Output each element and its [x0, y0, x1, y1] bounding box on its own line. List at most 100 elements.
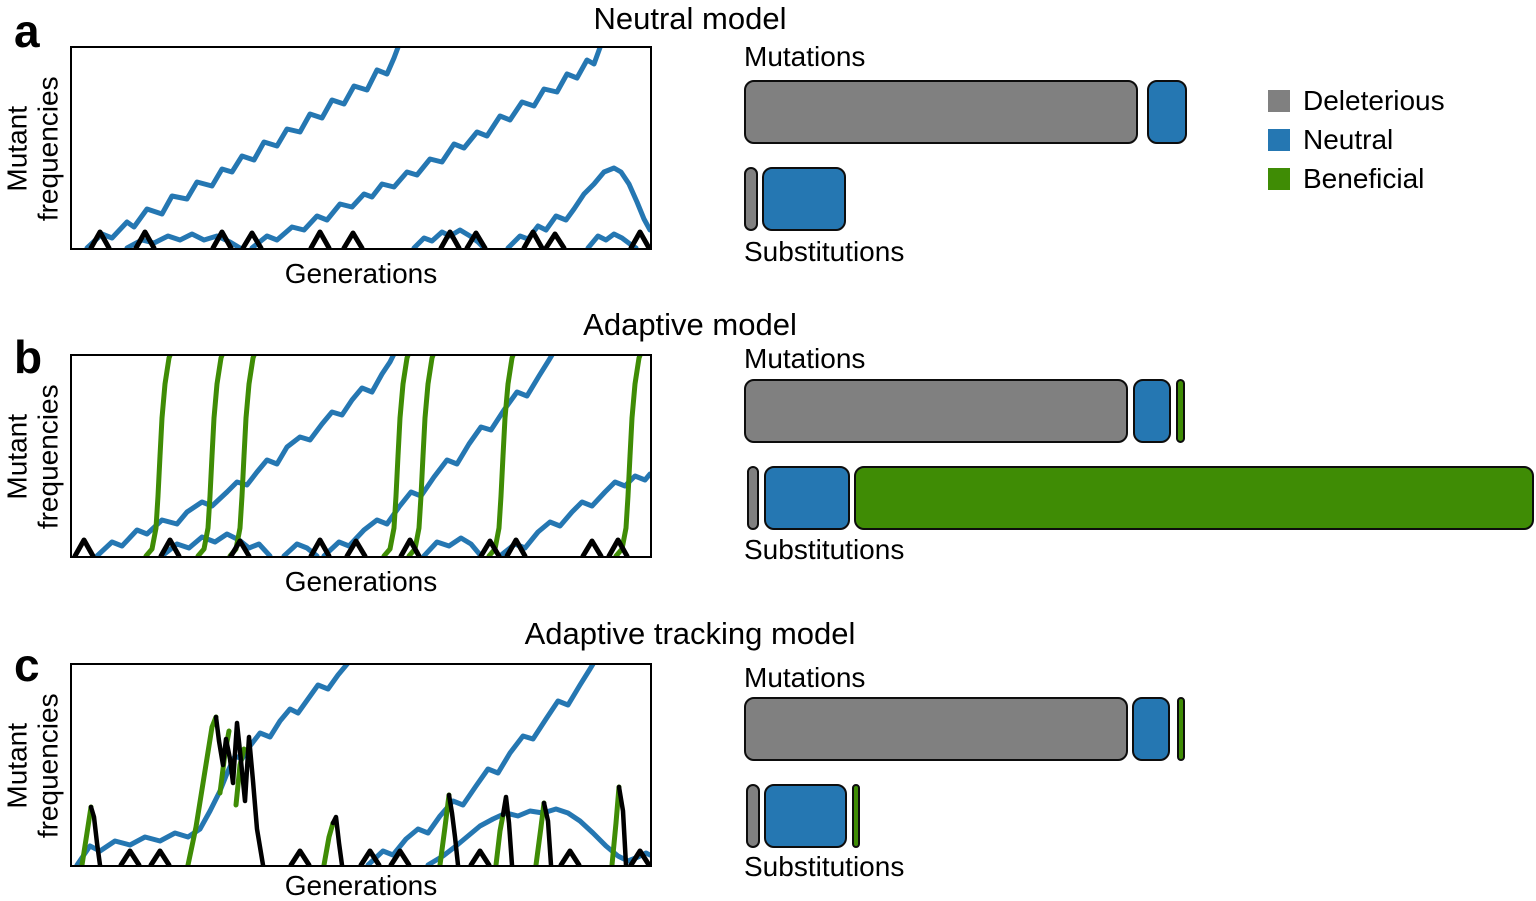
y-axis-label-line1: Mutant — [1, 105, 33, 192]
substitutions-label: Substitutions — [744, 851, 905, 882]
trajectory-black — [308, 537, 332, 556]
trajectory-blue — [321, 356, 555, 556]
neutral-swatch-icon — [1268, 128, 1290, 151]
trajectory-black — [558, 848, 582, 865]
trajectory-blue — [74, 665, 350, 865]
trajectory-green — [486, 356, 516, 556]
substitution-segment-beneficial — [854, 466, 1534, 530]
trajectory-black — [118, 848, 142, 865]
trajectory-black — [148, 848, 172, 865]
trajectory-black — [88, 804, 103, 865]
mutation-segment-neutral — [1133, 379, 1171, 443]
mutations-bar — [744, 80, 1536, 144]
mutations-label: Mutations — [744, 343, 866, 374]
mutation-segment-neutral — [1147, 80, 1187, 144]
trajectory-blue — [585, 231, 639, 248]
trajectory-black — [500, 794, 515, 865]
substitution-segment-deleterious — [747, 466, 759, 530]
trajectory-black — [521, 229, 545, 248]
trajectory-green — [381, 356, 411, 556]
mutation-segment-neutral — [1132, 697, 1170, 761]
trajectory-black — [580, 538, 604, 556]
legend-label-neutral: Neutral — [1303, 123, 1394, 155]
trajectory-black — [616, 784, 629, 865]
beneficial-swatch-icon — [1268, 167, 1290, 190]
trajectory-black — [72, 537, 96, 556]
trajectory-black — [464, 230, 488, 248]
substitutions-label: Substitutions — [744, 236, 905, 267]
panel-label-a: a — [14, 5, 40, 57]
trajectory-green — [321, 820, 336, 865]
substitution-segment-neutral — [762, 167, 846, 231]
mutations-bar — [744, 379, 1536, 443]
legend: Deleterious Neutral Beneficial — [1268, 84, 1445, 205]
legend-item-beneficial: Beneficial — [1268, 164, 1445, 192]
trajectory-green — [609, 784, 622, 865]
y-axis-label-line2: frequencies — [32, 76, 64, 221]
trajectory-black — [308, 229, 332, 248]
trajectory-black — [288, 848, 312, 865]
deleterious-swatch-icon — [1268, 89, 1290, 112]
trajectory-black — [358, 848, 382, 865]
mutation-segment-deleterious — [744, 379, 1128, 443]
trajectory-green — [143, 356, 173, 556]
trajectory-black — [504, 537, 528, 556]
trajectory-black — [543, 231, 567, 248]
mutation-segment-deleterious — [744, 697, 1128, 761]
substitutions-bar — [744, 167, 1536, 231]
trajectory-black — [541, 800, 554, 865]
substitution-segment-deleterious — [744, 167, 758, 231]
trajectory-plot-adaptive-tracking — [70, 663, 652, 867]
panel-title-neutral-model: Neutral model — [593, 1, 787, 36]
trajectory-green — [533, 800, 547, 865]
trajectory-blue — [421, 535, 484, 556]
trajectory-black — [438, 229, 462, 248]
trajectory-black — [133, 229, 157, 248]
trajectory-green — [406, 356, 436, 556]
x-axis-label: Generations — [284, 566, 438, 597]
panel-title-adaptive-tracking-model: Adaptive tracking model — [524, 616, 856, 651]
trajectory-blue — [159, 531, 273, 556]
y-axis-label-line2: frequencies — [32, 693, 64, 838]
trajectory-blue — [249, 48, 603, 248]
y-axis-label: Mutant frequencies — [0, 46, 66, 251]
y-axis-label: Mutant frequencies — [0, 663, 66, 868]
substitutions-bar — [744, 784, 1536, 848]
trajectory-black — [330, 814, 345, 865]
trajectory-blue — [365, 665, 596, 865]
trajectory-black — [88, 229, 112, 248]
y-axis-label-line1: Mutant — [1, 722, 33, 809]
trajectory-black — [228, 538, 252, 556]
trajectory-green — [437, 792, 452, 865]
legend-label-deleterious: Deleterious — [1303, 84, 1445, 116]
mutation-segment-beneficial — [1176, 379, 1185, 443]
trajectory-black — [344, 538, 368, 556]
trajectory-black — [341, 230, 365, 248]
substitution-segment-beneficial — [852, 784, 860, 848]
mutation-segment-deleterious — [744, 80, 1138, 144]
trajectory-black — [606, 537, 630, 556]
trajectory-green — [79, 804, 94, 865]
substitutions-label: Substitutions — [744, 534, 905, 565]
legend-item-neutral: Neutral — [1268, 123, 1445, 155]
trajectory-green — [195, 356, 225, 556]
trajectory-black — [210, 229, 234, 248]
trajectory-canvas — [84, 48, 650, 248]
trajectory-black — [628, 848, 650, 865]
y-axis-label-line2: frequencies — [32, 384, 64, 529]
trajectory-green — [613, 356, 643, 556]
y-axis-label: Mutant frequencies — [0, 354, 66, 559]
trajectory-green — [227, 356, 257, 556]
trajectory-black — [240, 230, 264, 248]
substitutions-bar — [744, 466, 1536, 530]
substitution-segment-neutral — [764, 784, 847, 848]
trajectory-black — [468, 848, 492, 865]
panel-label-b: b — [14, 331, 43, 383]
trajectory-black — [158, 537, 182, 556]
x-axis-label: Generations — [284, 870, 438, 901]
panel-title-adaptive-model: Adaptive model — [583, 307, 797, 342]
trajectory-black — [388, 848, 412, 865]
legend-item-deleterious: Deleterious — [1268, 84, 1445, 116]
trajectory-canvas — [74, 665, 650, 865]
